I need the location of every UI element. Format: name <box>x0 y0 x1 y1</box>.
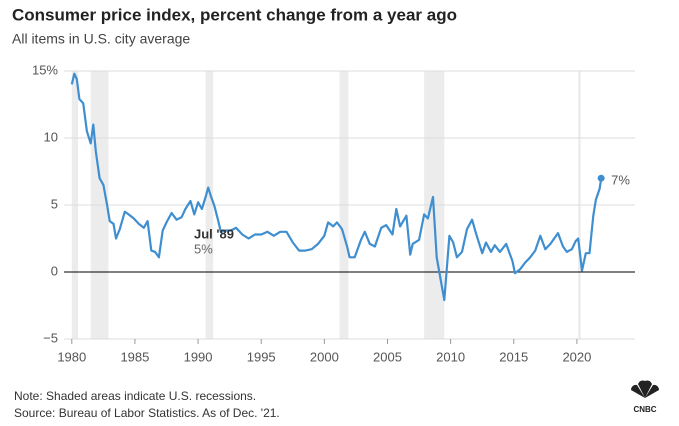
x-tick-label: 2005 <box>373 349 402 364</box>
x-tick-label: 1985 <box>120 349 149 364</box>
last-label: 7% <box>611 173 630 188</box>
x-tick-label: 1995 <box>247 349 276 364</box>
chart-title: Consumer price index, percent change fro… <box>12 5 457 24</box>
note: Note: Shaded areas indicate U.S. recessi… <box>14 389 256 403</box>
x-tick-label: 2010 <box>436 349 465 364</box>
last-point <box>597 174 605 182</box>
x-tick-label: 2020 <box>562 349 591 364</box>
y-tick-label: −5 <box>43 330 58 345</box>
x-tick-label: 1980 <box>57 349 86 364</box>
logo-icon <box>630 380 660 398</box>
annotation: Jul '89 <box>194 226 234 241</box>
logo-text: CNBC <box>633 405 656 414</box>
x-tick-label: 2000 <box>310 349 339 364</box>
x-tick-label: 2015 <box>499 349 528 364</box>
y-tick-label: 15% <box>32 62 58 77</box>
x-tick-label: 1990 <box>184 349 213 364</box>
source: Source: Bureau of Labor Statistics. As o… <box>14 406 280 420</box>
y-tick-label: 10 <box>44 129 58 144</box>
y-tick-label: 0 <box>51 263 58 278</box>
chart-subtitle: All items in U.S. city average <box>12 31 190 47</box>
cpi-line <box>70 72 603 302</box>
y-tick-label: 5 <box>51 196 58 211</box>
annotation: 5% <box>194 241 213 256</box>
